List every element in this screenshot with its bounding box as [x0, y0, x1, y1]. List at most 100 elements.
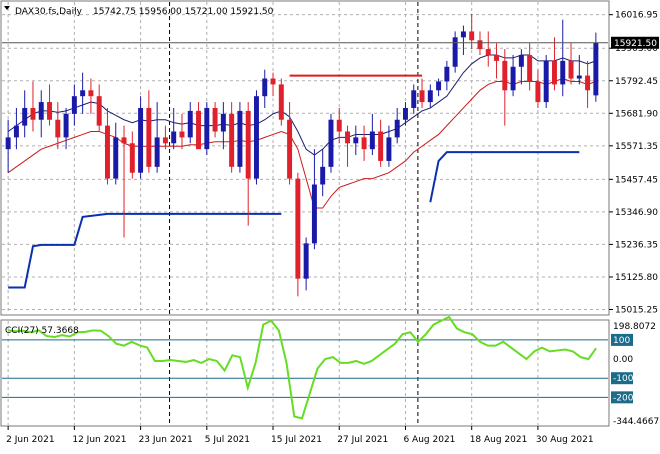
- candle-body: [204, 107, 210, 150]
- candle-body: [460, 31, 466, 38]
- candle: [212, 102, 218, 138]
- candle: [361, 125, 367, 161]
- candle-body: [229, 113, 235, 167]
- candle-body: [560, 60, 566, 85]
- cci-tick-label: -344.4667: [613, 417, 659, 427]
- candle: [510, 54, 516, 97]
- candle-body: [427, 90, 433, 103]
- candle: [162, 125, 168, 150]
- candle: [386, 125, 392, 167]
- candle-body: [485, 49, 491, 55]
- support-resistance-lines: [8, 74, 580, 289]
- candle-body: [13, 125, 19, 138]
- time-axis: 2 Jun 2021 12 Jun 2021 23 Jun 2021 5 Jul 20…: [6, 426, 594, 445]
- support-line: [429, 151, 580, 203]
- candle: [345, 125, 351, 167]
- candle: [402, 102, 408, 126]
- candle: [262, 69, 268, 108]
- candle-body: [129, 143, 135, 173]
- candle: [71, 84, 77, 126]
- candle: [427, 84, 433, 108]
- candle: [585, 60, 591, 108]
- candle-body: [253, 96, 259, 179]
- price-tick-label: 15015.25: [615, 306, 658, 316]
- candle-body: [88, 90, 94, 97]
- candle: [13, 107, 19, 150]
- candle-body: [5, 137, 11, 150]
- candle: [502, 49, 508, 126]
- cci-level-badge: [611, 391, 633, 404]
- candle-body: [212, 107, 218, 132]
- price-tick-label: 15125.80: [615, 273, 658, 283]
- candle: [535, 69, 541, 108]
- candle-body: [196, 110, 202, 150]
- cci-tick-label: 0.00: [613, 355, 633, 365]
- candle-body: [262, 78, 268, 97]
- candle: [245, 102, 251, 226]
- candle: [220, 102, 226, 150]
- candle-body: [394, 119, 400, 138]
- candle: [551, 37, 557, 91]
- cci-tick-label: -100: [613, 374, 634, 384]
- candle-body: [328, 119, 334, 167]
- candle: [328, 113, 334, 173]
- candle: [22, 90, 28, 138]
- time-tick-label: 15 Jul 2021: [271, 435, 322, 445]
- collapse-arrow-icon[interactable]: [4, 6, 10, 10]
- price-axis: 16016.95 15903.00 15792.45 15681.90 15571.35…: [2, 11, 659, 316]
- candle-body: [162, 137, 168, 144]
- candle-body: [419, 90, 425, 103]
- candle-body: [378, 131, 384, 161]
- candle-body: [55, 119, 61, 138]
- cci-layer: [2, 315, 608, 420]
- candle: [129, 131, 135, 179]
- price-tick-label: 16016.95: [615, 11, 658, 21]
- time-tick-label: 2 Jun 2021: [6, 435, 54, 445]
- candle: [179, 113, 185, 150]
- candle: [311, 149, 317, 250]
- candle: [196, 102, 202, 150]
- candle-body: [22, 107, 28, 126]
- candle-body: [295, 178, 301, 279]
- candle-body: [402, 107, 408, 120]
- candle-body: [543, 60, 549, 103]
- candle: [394, 107, 400, 144]
- candle-body: [104, 125, 110, 179]
- candle-body: [576, 75, 582, 79]
- candle-body: [121, 137, 127, 144]
- price-tick-label: 15681.90: [615, 109, 658, 119]
- price-tick-label: 15571.35: [615, 142, 658, 152]
- candle-body: [287, 119, 293, 179]
- time-tick-label: 6 Aug 2021: [403, 435, 455, 445]
- candle-body: [518, 54, 524, 67]
- candle-body: [71, 96, 77, 114]
- candle-body: [245, 110, 251, 179]
- candle-body: [47, 102, 53, 120]
- candle-body: [585, 75, 591, 91]
- candle: [138, 96, 144, 179]
- candle-body: [527, 54, 533, 82]
- candle-body: [510, 66, 516, 91]
- candle-body: [469, 31, 475, 41]
- candle-body: [345, 131, 351, 144]
- candle-body: [386, 137, 392, 161]
- candle-body: [278, 84, 284, 120]
- candle-body: [551, 60, 557, 85]
- candle: [576, 54, 582, 85]
- candle: [278, 78, 284, 126]
- candle: [452, 31, 458, 73]
- candle: [336, 107, 342, 144]
- candle: [55, 102, 61, 150]
- candle-body: [502, 60, 508, 91]
- candle-body: [320, 166, 326, 185]
- candle: [121, 125, 127, 238]
- candle: [320, 149, 326, 197]
- candle: [485, 31, 491, 67]
- candles: [5, 13, 599, 297]
- candle: [96, 84, 102, 132]
- current-price-badge: [611, 36, 659, 49]
- candle-body: [452, 37, 458, 67]
- candle: [378, 119, 384, 167]
- candle: [369, 113, 375, 156]
